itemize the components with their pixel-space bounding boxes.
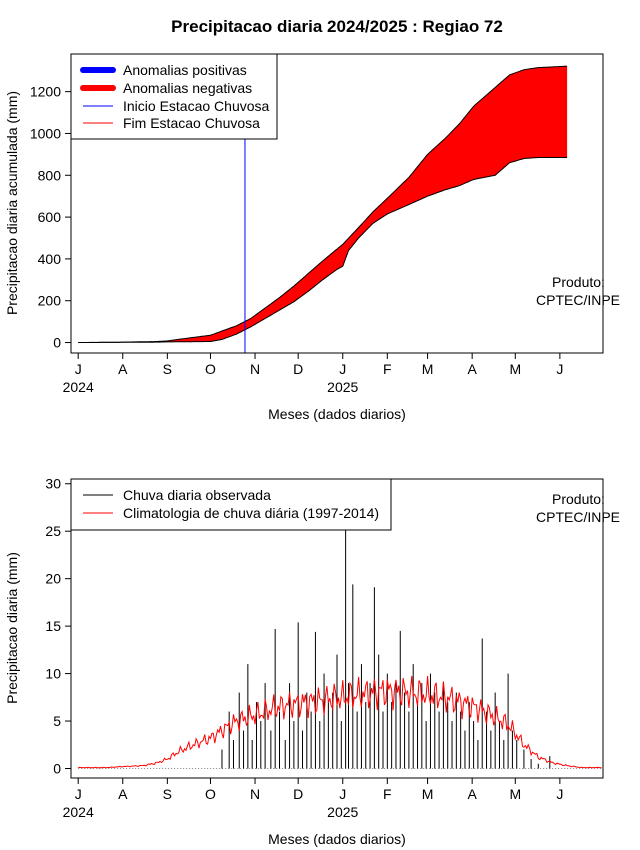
bottom-x-tick-label: J [556, 786, 563, 802]
bottom-x-tick-label: J [75, 786, 82, 802]
top-x-tick-label: M [509, 361, 521, 377]
top-x-tick-label: N [250, 361, 260, 377]
top-x-tick-label: A [118, 361, 128, 377]
bottom-credit-line2: CPTEC/INPE [536, 509, 620, 525]
top-legend: Anomalias positivas Anomalias negativas … [70, 53, 278, 140]
bottom-legend-box [70, 478, 392, 531]
top-year-label: 2025 [327, 379, 358, 395]
legend-label-observed: Chuva diaria observada [123, 487, 271, 503]
daily-bars-group [78, 507, 603, 769]
top-x-tick-label: J [339, 361, 346, 377]
bottom-x-tick-label: O [205, 786, 216, 802]
top-year-label: 2024 [63, 379, 94, 395]
top-y-tick-label: 200 [38, 293, 62, 309]
bottom-x-axis-label: Meses (dados diarios) [268, 831, 406, 847]
legend-label-positive: Anomalias positivas [123, 62, 247, 78]
bottom-y-tick-label: 25 [45, 523, 61, 539]
bottom-x-tick-label: A [118, 786, 128, 802]
legend-label-onset: Inicio Estacao Chuvosa [123, 98, 270, 114]
negative-anomaly-area [78, 66, 568, 343]
top-y-tick-label: 600 [38, 209, 62, 225]
top-credit-line2: CPTEC/INPE [536, 292, 620, 308]
bottom-year-label: 2024 [63, 804, 94, 820]
top-x-tick-label: F [383, 361, 392, 377]
top-x-tick-label: J [75, 361, 82, 377]
top-x-axis-label: Meses (dados diarios) [268, 406, 406, 422]
top-x-tick-label: S [163, 361, 172, 377]
top-x-tick-label: J [556, 361, 563, 377]
legend-label-end: Fim Estacao Chuvosa [123, 115, 260, 131]
top-legend-box [70, 53, 278, 140]
observed-accumulated-line [78, 157, 568, 343]
top-x-tick-label: A [467, 361, 477, 377]
bottom-x-tick-label: S [163, 786, 172, 802]
bottom-x-tick-label: M [422, 786, 434, 802]
top-x-tick-label: D [293, 361, 303, 377]
bottom-x-tick-label: A [467, 786, 477, 802]
bottom-y-tick-label: 0 [53, 761, 61, 777]
bottom-y-tick-label: 15 [45, 618, 61, 634]
top-y-tick-label: 800 [38, 167, 62, 183]
top-plot-frame [70, 53, 604, 354]
chart-title: Precipitacao diaria 2024/2025 : Regiao 7… [171, 17, 503, 36]
accumulated-area-group [78, 65, 568, 343]
bottom-x-tick-label: N [250, 786, 260, 802]
climatology-line [78, 675, 602, 769]
bottom-credit-line1: Produto: [552, 491, 605, 507]
bottom-year-label: 2025 [327, 804, 358, 820]
top-y-tick-label: 0 [53, 335, 61, 351]
top-y-tick-label: 1200 [30, 84, 61, 100]
top-x-tick-label: M [422, 361, 434, 377]
top-y-axis-label: Precipitacao diaria acumulada (mm) [4, 91, 20, 315]
bottom-y-axis-label: Precipitacao diaria (mm) [4, 552, 20, 704]
top-x-tick-label: O [205, 361, 216, 377]
legend-label-climatology: Climatologia de chuva diária (1997-2014) [123, 505, 379, 521]
bottom-x-tick-label: F [383, 786, 392, 802]
legend-label-negative: Anomalias negativas [123, 80, 252, 96]
bottom-y-tick-label: 30 [45, 476, 61, 492]
climatology-accumulated-line [78, 65, 568, 343]
top-axes: 0 200 400 600 800 1000 1200 J A S O N D J F M A M J 2024 202… [30, 84, 564, 395]
top-credit-line1: Produto: [552, 274, 605, 290]
bottom-x-tick-label: D [293, 786, 303, 802]
bottom-x-tick-label: J [339, 786, 346, 802]
top-y-tick-label: 400 [38, 251, 62, 267]
bottom-y-tick-label: 10 [45, 666, 61, 682]
bottom-legend: Chuva diaria observada Climatologia de c… [70, 478, 392, 531]
bottom-x-tick-label: M [509, 786, 521, 802]
bottom-y-tick-label: 20 [45, 571, 61, 587]
top-y-tick-label: 1000 [30, 125, 61, 141]
bottom-y-tick-label: 5 [53, 713, 61, 729]
